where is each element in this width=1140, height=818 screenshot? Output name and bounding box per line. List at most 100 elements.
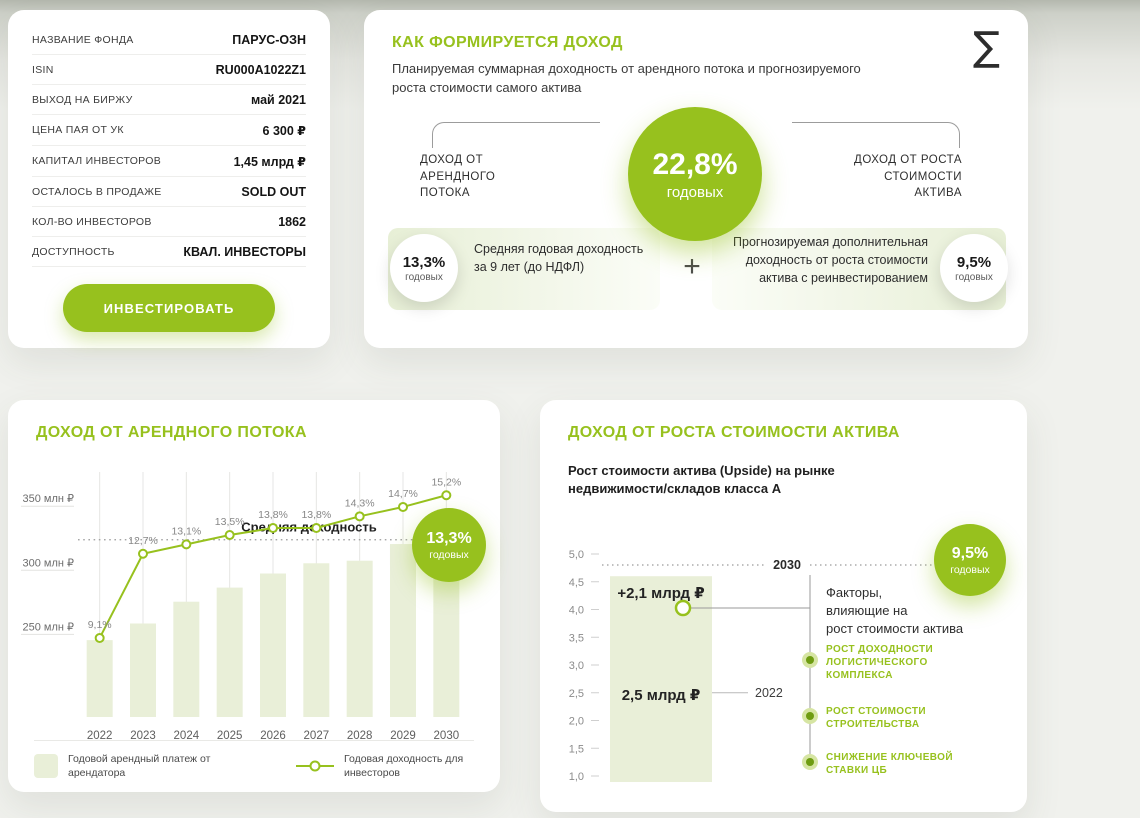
upside-chart-canvas: 5,0 4,5 4,0 3,5 3,0 2,5 2,0 1,5 1,0 +2,1 млрд ₽ 2,… bbox=[569, 549, 972, 783]
fund-row: КОЛ-ВО ИНВЕСТОРОВ 1862 bbox=[32, 207, 306, 237]
rent-chart-legend: Годовой арендный платеж от арендатора Го… bbox=[34, 739, 474, 780]
svg-text:2028: 2028 bbox=[347, 730, 373, 742]
fund-row-label: ЦЕНА ПАЯ ОТ УК bbox=[32, 124, 124, 136]
legend-label: Годовая доходность для инвесторов bbox=[344, 752, 464, 779]
fund-row-value: ПАРУС-ОЗН bbox=[232, 32, 306, 47]
sigma-icon: ∑ bbox=[973, 24, 1000, 70]
svg-text:13,8%: 13,8% bbox=[258, 509, 288, 521]
svg-text:14,3%: 14,3% bbox=[345, 497, 375, 509]
svg-text:2030: 2030 bbox=[773, 558, 801, 572]
fund-row-label: ДОСТУПНОСТЬ bbox=[32, 245, 115, 258]
factor-key-rate: СНИЖЕНИЕ КЛЮЧЕВОЙ СТАВКИ ЦБ bbox=[826, 752, 953, 776]
svg-text:15,2%: 15,2% bbox=[431, 476, 461, 488]
upside-chart-card: ДОХОД ОТ РОСТА СТОИМОСТИ АКТИВА Рост сто… bbox=[540, 400, 1027, 812]
fund-row: ВЫХОД НА БИРЖУ май 2021 bbox=[32, 85, 306, 115]
fund-info-card: НАЗВАНИЕ ФОНДА ПАРУС-ОЗН ISIN RU000A1022… bbox=[8, 10, 330, 348]
svg-text:3,5: 3,5 bbox=[569, 632, 584, 644]
rental-yield-badge: 13,3% годовых bbox=[390, 234, 458, 302]
fund-row: ДОСТУПНОСТЬ КВАЛ. ИНВЕСТОРЫ bbox=[32, 237, 306, 267]
rental-yield-unit: годовых bbox=[405, 271, 443, 283]
fund-row-label: КОЛ-ВО ИНВЕСТОРОВ bbox=[32, 215, 152, 228]
rent-chart-card: ДОХОД ОТ АРЕНДНОГО ПОТОКА 250 млн ₽ 300 м… bbox=[8, 400, 500, 792]
svg-text:+2,1 млрд ₽: +2,1 млрд ₽ bbox=[617, 585, 704, 602]
svg-text:13,1%: 13,1% bbox=[171, 525, 201, 537]
rent-chart-title: ДОХОД ОТ АРЕНДНОГО ПОТОКА bbox=[36, 424, 307, 441]
svg-text:1,5: 1,5 bbox=[569, 743, 584, 755]
svg-text:2025: 2025 bbox=[217, 730, 243, 742]
invest-button[interactable]: ИНВЕСТИРОВАТЬ bbox=[63, 284, 275, 332]
fund-row: ОСТАЛОСЬ В ПРОДАЖЕ SOLD OUT bbox=[32, 177, 306, 207]
factor-logistics-yield: РОСТ ДОХОДНОСТИ ЛОГИСТИЧЕСКОГО КОМПЛЕКСА bbox=[826, 644, 934, 681]
average-yield-percent: 13,3% bbox=[426, 529, 472, 547]
growth-yield-percent-large: 9,5% bbox=[951, 544, 989, 562]
svg-text:13,8%: 13,8% bbox=[301, 509, 331, 521]
asset-growth-description: Прогнозируемая дополнительная доходность… bbox=[733, 235, 928, 285]
plus-icon: + bbox=[683, 250, 701, 283]
svg-text:2029: 2029 bbox=[390, 730, 416, 742]
svg-text:2024: 2024 bbox=[174, 730, 200, 742]
svg-text:4,5: 4,5 bbox=[569, 577, 584, 589]
svg-text:14,7%: 14,7% bbox=[388, 488, 418, 500]
svg-text:2,0: 2,0 bbox=[569, 716, 584, 728]
total-yield-unit: годовых bbox=[666, 183, 724, 201]
svg-text:13,5%: 13,5% bbox=[215, 516, 245, 528]
asset-growth-branch-label: ДОХОД ОТ РОСТА СТОИМОСТИ АКТИВА bbox=[854, 154, 962, 200]
income-formation-card: КАК ФОРМИРУЕТСЯ ДОХОД Планируемая суммар… bbox=[364, 10, 1028, 348]
rental-income-description: Средняя годовая доходность за 9 лет (до … bbox=[474, 242, 644, 274]
line-legend-icon bbox=[296, 760, 334, 772]
svg-text:2030: 2030 bbox=[434, 730, 460, 742]
fund-row: НАЗВАНИЕ ФОНДА ПАРУС-ОЗН bbox=[32, 25, 306, 55]
growth-yield-badge-small: 9,5% годовых bbox=[940, 234, 1008, 302]
svg-text:2,5 млрд ₽: 2,5 млрд ₽ bbox=[622, 687, 701, 704]
fund-row-value: КВАЛ. ИНВЕСТОРЫ bbox=[183, 244, 306, 259]
total-yield-circle: 22,8% годовых bbox=[628, 107, 762, 241]
svg-text:2027: 2027 bbox=[304, 730, 330, 742]
fund-row-value: 6 300 ₽ bbox=[262, 123, 306, 138]
rental-yield-percent: 13,3% bbox=[402, 253, 446, 271]
growth-yield-unit-large: годовых bbox=[950, 563, 990, 576]
fund-row-label: ВЫХОД НА БИРЖУ bbox=[32, 93, 133, 106]
legend-item-rent-payment: Годовой арендный платеж от арендатора bbox=[34, 752, 218, 780]
fund-row-label: ISIN bbox=[32, 63, 54, 76]
svg-text:300 млн ₽: 300 млн ₽ bbox=[22, 557, 74, 569]
fund-row-value: май 2021 bbox=[251, 92, 306, 107]
fund-row: ЦЕНА ПАЯ ОТ УК 6 300 ₽ bbox=[32, 115, 306, 146]
upside-chart-title: ДОХОД ОТ РОСТА СТОИМОСТИ АКТИВА bbox=[568, 424, 900, 441]
svg-text:2023: 2023 bbox=[130, 730, 156, 742]
fund-row-label: ОСТАЛОСЬ В ПРОДАЖЕ bbox=[32, 185, 162, 198]
svg-text:9,1%: 9,1% bbox=[88, 619, 112, 631]
fund-row-value: RU000A1022Z1 bbox=[215, 62, 306, 77]
fund-row-value: SOLD OUT bbox=[241, 184, 306, 199]
factor-construction-cost: РОСТ СТОИМОСТИ СТРОИТЕЛЬСТВА bbox=[826, 706, 926, 730]
factors-title: Факторы, влияющие на рост стоимости акти… bbox=[826, 585, 964, 637]
fund-row-value: 1,45 млрд ₽ bbox=[233, 154, 306, 169]
legend-label: Годовой арендный платеж от арендатора bbox=[68, 752, 211, 779]
right-bracket-line bbox=[792, 122, 960, 148]
total-yield-percent: 22,8% bbox=[652, 147, 738, 181]
fund-row-label: КАПИТАЛ ИНВЕСТОРОВ bbox=[32, 155, 162, 167]
income-card-subtitle: Планируемая суммарная доходность от арен… bbox=[392, 61, 861, 95]
fund-row-value: 1862 bbox=[278, 214, 306, 229]
svg-text:3,0: 3,0 bbox=[569, 660, 584, 672]
fund-row-label: НАЗВАНИЕ ФОНДА bbox=[32, 33, 134, 46]
bar-legend-swatch bbox=[34, 753, 58, 778]
svg-text:4,0: 4,0 bbox=[569, 605, 584, 617]
left-bracket-line bbox=[432, 122, 600, 148]
svg-text:2022: 2022 bbox=[87, 730, 113, 742]
growth-yield-unit: годовых bbox=[955, 271, 993, 283]
svg-text:1,0: 1,0 bbox=[569, 771, 584, 783]
fund-row: ISIN RU000A1022Z1 bbox=[32, 55, 306, 85]
average-yield-unit: годовых bbox=[429, 548, 469, 561]
svg-text:12,7%: 12,7% bbox=[128, 535, 158, 547]
svg-text:5,0: 5,0 bbox=[569, 549, 584, 561]
fund-row: КАПИТАЛ ИНВЕСТОРОВ 1,45 млрд ₽ bbox=[32, 146, 306, 177]
rental-income-branch-label: ДОХОД ОТ АРЕНДНОГО ПОТОКА bbox=[420, 154, 496, 200]
income-card-title: КАК ФОРМИРУЕТСЯ ДОХОД bbox=[392, 34, 623, 51]
legend-item-investor-yield: Годовая доходность для инвесторов bbox=[296, 752, 469, 780]
average-yield-badge: 13,3% годовых bbox=[412, 508, 486, 582]
upside-chart-subtitle: Рост стоимости актива (Upside) на рынке … bbox=[568, 463, 835, 497]
growth-yield-percent: 9,5% bbox=[956, 253, 992, 271]
growth-yield-badge: 9,5% годовых bbox=[934, 524, 1006, 596]
svg-text:350 млн ₽: 350 млн ₽ bbox=[22, 493, 74, 505]
svg-text:2026: 2026 bbox=[260, 730, 286, 742]
